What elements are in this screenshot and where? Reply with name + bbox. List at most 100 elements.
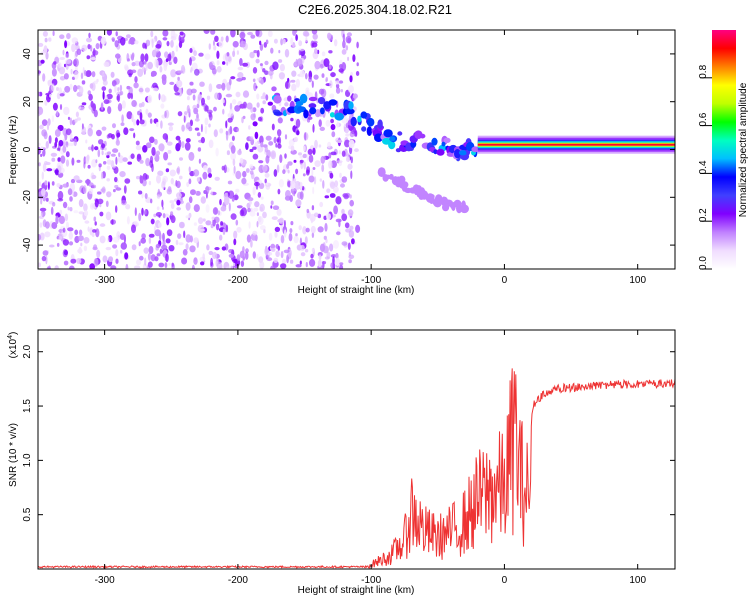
heatmap-noise-cell xyxy=(59,76,66,81)
heatmap-noise-cell xyxy=(156,194,161,199)
heatmap-noise-cell xyxy=(64,40,68,49)
heatmap-noise-cell xyxy=(167,122,174,126)
heatmap-noise-cell xyxy=(198,95,202,99)
heatmap-noise-cell xyxy=(293,235,299,244)
heatmap-noise-cell xyxy=(302,30,309,37)
heatmap-noise-cell xyxy=(121,199,127,206)
heatmap-noise-cell xyxy=(38,70,41,74)
heatmap-noise-cell xyxy=(259,40,262,46)
heatmap-noise-cell xyxy=(76,48,82,56)
heatmap-noise-cell xyxy=(321,73,325,78)
heatmap-noise-cell xyxy=(99,211,104,217)
heatmap-noise-cell xyxy=(86,55,91,60)
heatmap-noise-cell xyxy=(347,163,353,170)
heatmap-noise-cell xyxy=(139,159,144,164)
heatmap-noise-cell xyxy=(303,145,306,152)
heatmap-noise-cell xyxy=(171,262,174,267)
heatmap-noise-cell xyxy=(273,169,278,177)
heatmap-noise-cell xyxy=(173,56,178,64)
heatmap-noise-cell xyxy=(262,92,266,100)
x-tick-label: -300 xyxy=(95,275,115,286)
heatmap-noise-cell xyxy=(255,30,260,37)
heatmap-noise-cell xyxy=(287,161,293,166)
heatmap-noise-cell xyxy=(65,159,70,167)
heatmap-noise-cell xyxy=(74,118,78,123)
heatmap-noise-cell xyxy=(319,63,324,69)
heatmap-noise-cell xyxy=(117,155,124,164)
heatmap-noise-cell xyxy=(239,250,245,259)
heatmap-noise-cell xyxy=(154,229,161,237)
heatmap-noise-cell xyxy=(38,262,41,268)
colorbar-tick-label: 0.8 xyxy=(698,64,709,78)
heatmap-noise-cell xyxy=(156,253,161,257)
heatmap-noise-cell xyxy=(249,170,254,175)
heatmap-noise-cell xyxy=(252,121,258,127)
heatmap-noise-cell xyxy=(278,72,285,80)
heatmap-noise-cell xyxy=(213,45,217,51)
heatmap-noise-cell xyxy=(49,244,55,248)
heatmap-noise-cell xyxy=(312,167,316,170)
heatmap-noise-cell xyxy=(260,196,264,200)
heatmap-noise-cell xyxy=(292,30,297,36)
heatmap-noise-cell xyxy=(205,220,212,226)
heatmap-noise-cell xyxy=(289,195,294,202)
heatmap-noise-cell xyxy=(62,239,70,246)
heatmap-noise-cell xyxy=(252,153,259,160)
heatmap-noise-cell xyxy=(67,227,74,232)
heatmap-noise-cell xyxy=(170,202,175,209)
heatmap-noise-cell xyxy=(347,209,354,217)
heatmap-noise-cell xyxy=(56,110,59,117)
heatmap-noise-cell xyxy=(354,148,359,153)
heatmap-noise-cell xyxy=(150,218,155,225)
heatmap-noise-cell xyxy=(74,229,79,236)
heatmap-noise-cell xyxy=(87,226,90,232)
heatmap-noise-cell xyxy=(323,155,326,161)
snr-series-line xyxy=(38,368,675,569)
heatmap-noise-cell xyxy=(106,191,112,198)
heatmap-noise-cell xyxy=(48,135,52,144)
heatmap-noise-cell xyxy=(99,223,106,227)
heatmap-noise-cell xyxy=(38,146,41,155)
heatmap-noise-cell xyxy=(305,262,308,268)
heatmap-noise-cell xyxy=(139,175,144,184)
heatmap-noise-cell xyxy=(93,216,97,222)
heatmap-noise-cell xyxy=(94,221,97,226)
heatmap-noise-cell xyxy=(329,93,335,99)
heatmap-noise-cell xyxy=(52,202,56,207)
y-tick-label: 0 xyxy=(22,146,33,152)
heatmap-noise-cell xyxy=(308,175,315,183)
heatmap-noise-cell xyxy=(329,181,336,189)
heatmap-noise-cell xyxy=(306,92,313,99)
heatmap-noise-cell xyxy=(76,258,82,264)
heatmap-noise-cell xyxy=(284,153,287,159)
heatmap-noise-cell xyxy=(309,213,316,222)
heatmap-noise-cell xyxy=(232,262,236,267)
heatmap-noise-cell xyxy=(150,254,156,262)
heatmap-noise-cell xyxy=(248,200,252,205)
heatmap-noise-cell xyxy=(131,224,136,233)
heatmap-noise-cell xyxy=(271,123,275,131)
heatmap-noise-cell xyxy=(349,75,353,83)
heatmap-noise-cell xyxy=(65,53,70,59)
heatmap-noise-cell xyxy=(164,51,169,58)
heatmap-noise-cell xyxy=(83,203,88,212)
heatmap-noise-cell xyxy=(284,134,288,140)
heatmap-noise-cell xyxy=(179,175,183,180)
heatmap-noise-cell xyxy=(98,163,102,168)
heatmap-noise-cell xyxy=(230,145,236,154)
heatmap-noise-cell xyxy=(290,145,295,152)
heatmap-noise-cell xyxy=(142,263,148,269)
heatmap-noise-cell xyxy=(200,196,206,204)
heatmap-noise-cell xyxy=(188,166,191,173)
heatmap-noise-cell xyxy=(202,253,205,261)
heatmap-noise-cell xyxy=(101,143,106,149)
heatmap-noise-cell xyxy=(144,209,147,215)
heatmap-noise-cell xyxy=(236,205,243,209)
heatmap-noise-cell xyxy=(336,231,341,236)
heatmap-noise-cell xyxy=(222,61,226,65)
heatmap-noise-cell xyxy=(161,74,167,81)
heatmap-noise-cell xyxy=(101,186,106,194)
heatmap-noise-cell xyxy=(147,112,152,118)
heatmap-noise-cell xyxy=(140,237,146,244)
heatmap-noise-cell xyxy=(295,168,299,175)
